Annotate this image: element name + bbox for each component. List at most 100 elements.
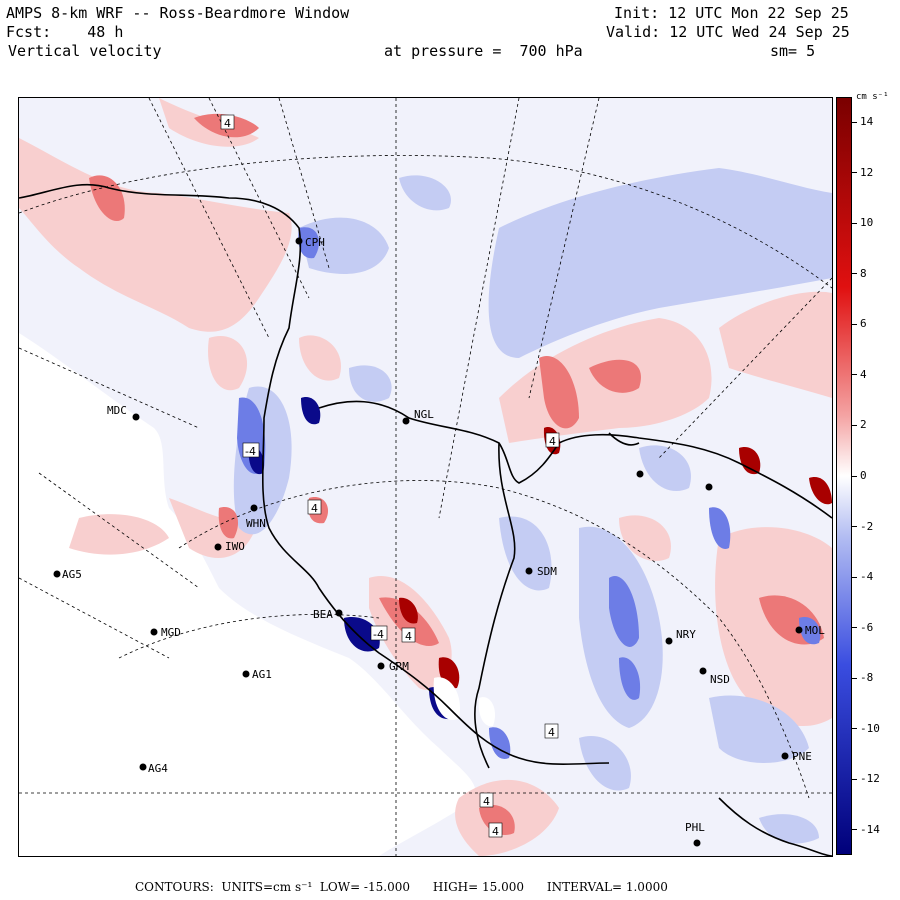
contour-label: 4 [483,795,490,808]
pressure-level: at pressure = 700 hPa [384,42,583,60]
station-ag1[interactable]: AG1 [242,668,272,681]
colorbar [836,97,852,855]
contour-label-box: 4 [401,627,416,643]
model-title: AMPS 8-km WRF -- Ross-Beardmore Window [6,4,350,22]
station-grm[interactable]: GRM [377,660,410,673]
station-label: AG5 [62,568,82,581]
contour-label-box: 4 [307,499,322,515]
colorbar-tick-label: 2 [860,418,867,432]
contours-label: CONTOURS: [135,880,214,894]
colorbar-tick: 0 [852,469,867,482]
contour-label-box: 4 [220,114,235,130]
masked-region [19,333,476,856]
pressure-value: 700 hPa [519,42,583,60]
init-time: Init: 12 UTC Mon 22 Sep 25 [614,4,849,22]
station-unlabeled[interactable] [705,483,713,491]
station-label: CPH [305,236,325,249]
colorbar-tick: -14 [852,823,880,836]
contour-label: -4 [373,628,384,641]
colorbar-tick-label: -10 [860,721,880,735]
station-label: SDM [537,565,557,578]
station-label: AG4 [148,762,168,775]
station-bea[interactable]: BEA [313,608,343,621]
map-canvas: 4 4 -4 4 4 4 4 4 -4 CPH MDC NGL WHN IWO … [19,98,832,856]
contour-label-box: 4 [545,432,560,448]
colorbar-tick-label: 12 [860,165,874,179]
station-whn[interactable]: WHN [246,504,266,531]
terrain-mask-patches [433,677,496,727]
station-ngl[interactable]: NGL [402,408,435,425]
colorbar-tick: 10 [852,216,873,229]
colorbar-tick-label: -8 [860,671,874,685]
colorbar-tick: -4 [852,570,873,583]
graticule [19,98,832,856]
colorbar-tick-label: -12 [860,772,880,786]
contour-interval: INTERVAL= 1.0000 [546,880,668,894]
forecast-hour: Fcst: 48 h [6,23,123,41]
colorbar-tick-label: -2 [860,519,874,533]
colorbar-tick-label: 4 [860,367,867,381]
station-sdm[interactable]: SDM [525,565,558,578]
station-markers: CPH MDC NGL WHN IWO AG5 SDM BEA MGD GRM … [53,236,826,847]
station-mgd[interactable]: MGD [150,626,181,639]
station-unlabeled[interactable] [636,470,644,478]
station-label: PNE [792,750,812,763]
negative-mid-areas [237,227,821,759]
colorbar-tick-label: 6 [860,317,867,331]
forecast-value: 48 h [87,23,124,41]
station-label: NSD [710,673,730,686]
station-cph[interactable]: CPH [295,236,325,249]
colorbar-tick: -8 [852,671,873,684]
contour-high: HIGH= 15.000 [432,880,524,894]
contour-label: 4 [492,825,499,838]
colorbar-tick: 4 [852,368,867,381]
contour-label-box: -4 [242,442,260,458]
colorbar-tick: -12 [852,772,880,785]
contour-label-box: -4 [370,625,388,641]
station-label: PHL [685,821,705,834]
field-name: Vertical velocity [8,42,162,60]
contour-info: CONTOURS: UNITS=cm s⁻¹ LOW= -15.000 HIGH… [135,880,668,894]
colorbar-tick: 12 [852,166,873,179]
contour-labels: 4 4 -4 4 4 4 4 4 -4 [220,114,560,838]
coastline [19,183,832,856]
station-label: NGL [414,408,434,421]
station-label: GRM [389,660,409,673]
contour-label-box: 4 [544,723,559,739]
station-label: AG1 [252,668,272,681]
station-phl[interactable]: PHL [685,821,705,847]
colorbar-tick-label: 0 [860,469,867,482]
colorbar-units: cm s⁻¹ [856,92,889,102]
station-mol[interactable]: MOL [795,624,826,637]
contour-low: LOW= -15.000 [319,880,410,894]
station-ag5[interactable]: AG5 [53,568,82,581]
forecast-label: Fcst: [6,23,52,41]
vertical-velocity-map[interactable]: 4 4 -4 4 4 4 4 4 -4 CPH MDC NGL WHN IWO … [18,97,833,857]
contour-label: 4 [548,726,555,739]
colorbar-tick: 14 [852,115,873,128]
colorbar-tick-label: 10 [860,216,874,230]
station-label: MGD [161,626,181,639]
colorbar-tick: 2 [852,418,867,431]
station-pne[interactable]: PNE [781,750,812,763]
colorbar-tick-label: -6 [860,620,874,634]
contour-label-box: 4 [479,792,494,808]
colorbar-tick: -10 [852,722,880,735]
station-label: IWO [225,540,245,553]
smoothing-value: sm= 5 [770,42,816,60]
station-ag4[interactable]: AG4 [139,762,169,775]
colorbar-tick: 6 [852,317,867,330]
station-iwo[interactable]: IWO [214,540,245,553]
pressure-label: at pressure = [384,42,502,60]
station-label: MOL [805,624,825,637]
station-label: NRY [676,628,696,641]
station-label: WHN [246,517,266,530]
contour-units: UNITS=cm s⁻¹ [221,880,313,894]
colorbar-tick: -2 [852,520,873,533]
station-nry[interactable]: NRY [665,628,697,645]
station-nsd[interactable]: NSD [699,667,730,687]
station-mdc[interactable]: MDC [107,404,140,421]
station-label: BEA [313,608,333,621]
station-label: MDC [107,404,127,417]
colorbar-tick-label: 8 [860,266,867,280]
